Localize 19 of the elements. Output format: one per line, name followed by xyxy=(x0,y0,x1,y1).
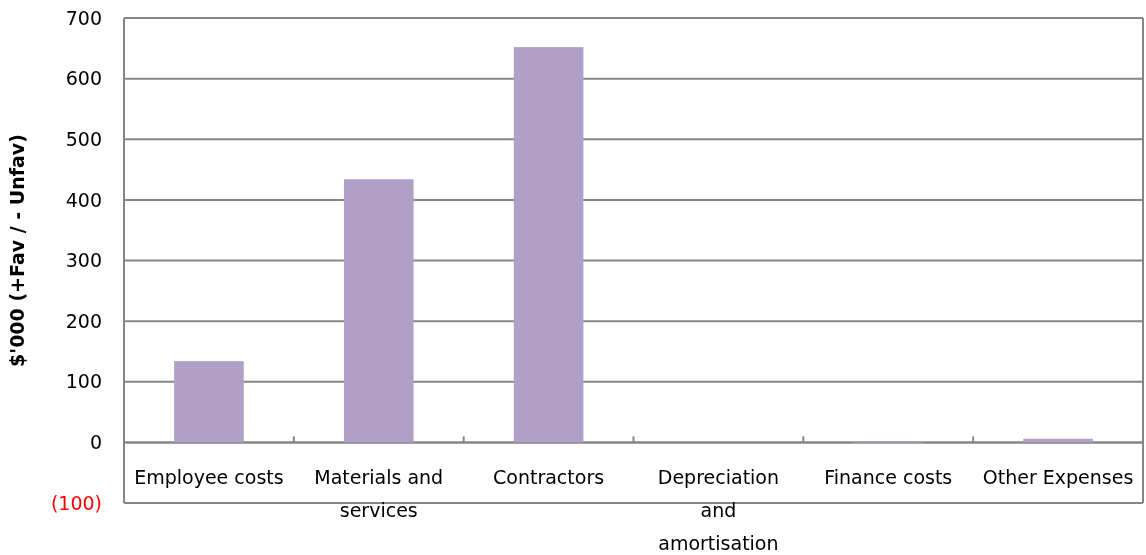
y-tick-label: 300 xyxy=(65,249,102,272)
y-tick-label: 400 xyxy=(65,188,102,211)
y-tick-label: 600 xyxy=(65,67,102,90)
x-tick-label: Other Expenses xyxy=(982,466,1134,489)
x-tick-label: Materials and services xyxy=(314,466,444,522)
y-tick-label: (100) xyxy=(50,491,102,514)
y-tick-label: 700 xyxy=(65,6,102,29)
y-tick-label: 100 xyxy=(65,370,102,393)
y-tick-label: 0 xyxy=(89,431,102,454)
x-tick-label: Finance costs xyxy=(824,466,953,489)
bar xyxy=(513,47,584,443)
x-tick-label: Contractors xyxy=(493,466,605,489)
y-tick-label: 500 xyxy=(65,127,102,150)
x-tick-label: Depreciation and amortisation xyxy=(657,466,780,555)
y-axis-title: $'000 (+Fav / - Unfav) xyxy=(6,134,28,367)
bar xyxy=(343,179,414,443)
y-tick-label: 200 xyxy=(65,309,102,332)
x-tick-label: Employee costs xyxy=(134,466,284,489)
bar xyxy=(174,361,244,443)
